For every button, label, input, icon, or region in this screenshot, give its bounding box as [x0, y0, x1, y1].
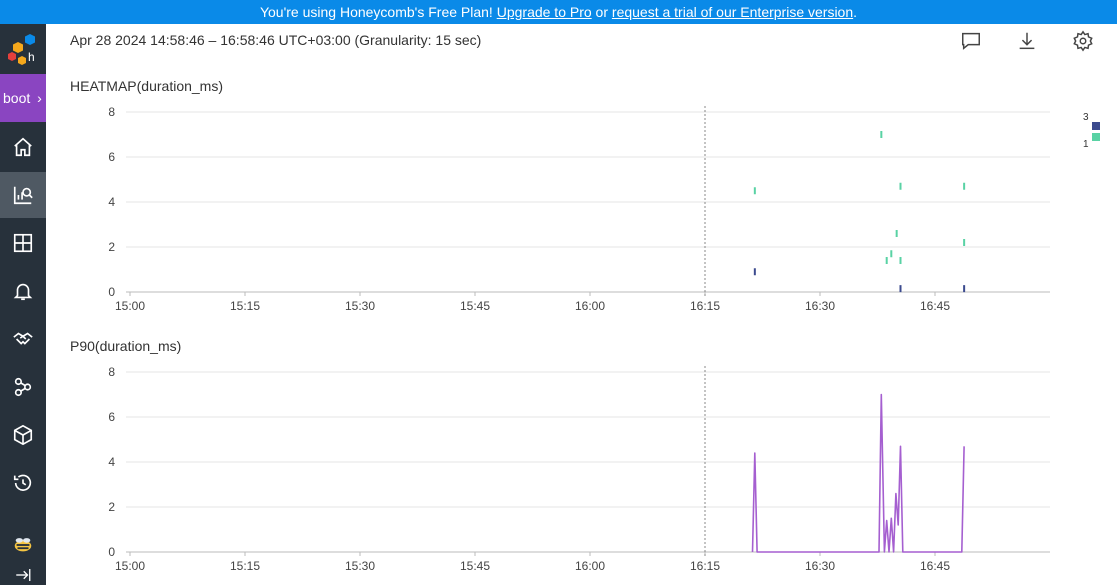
- heatmap-cell: [753, 268, 756, 276]
- legend-swatch-high: [1092, 122, 1100, 130]
- nav-history[interactable]: [0, 460, 46, 506]
- heatmap-cell: [890, 250, 893, 258]
- home-icon: [14, 137, 32, 157]
- comment-icon[interactable]: [960, 30, 982, 52]
- legend-max-label: 3: [1083, 112, 1089, 123]
- honeycomb-logo[interactable]: h: [0, 24, 46, 74]
- p90-chart-title: P90(duration_ms): [70, 338, 182, 354]
- heatmap-cell: [899, 285, 902, 293]
- heatmap-plot[interactable]: 0 2 4 6 8 15:00 15:15 15:30 15:45 16:00 16:15 16:30…: [100, 104, 1060, 314]
- heatmap-cell: [963, 239, 966, 246]
- banner-text-suffix: .: [853, 4, 858, 20]
- x-tick-label: 15:00: [115, 559, 145, 573]
- heatmap-legend: 3 1: [1080, 112, 1110, 152]
- y-tick-label: 2: [108, 500, 115, 514]
- x-tick-label: 15:00: [115, 299, 145, 313]
- x-tick-label: 16:30: [805, 559, 835, 573]
- heatmap-chart[interactable]: 0 2 4 6 8 15:00 15:15 15:30 15:45 16:00 16:15 16:30…: [100, 104, 1060, 314]
- environment-selector[interactable]: boot ›: [0, 74, 46, 122]
- x-tick-label: 15:15: [230, 559, 260, 573]
- collapse-sidebar[interactable]: [0, 564, 46, 585]
- settings-gear-icon[interactable]: [1072, 30, 1094, 52]
- x-tick-label: 16:30: [805, 299, 835, 313]
- p90-series-line: [751, 393, 965, 553]
- download-icon[interactable]: [1016, 30, 1038, 52]
- upgrade-link[interactable]: Upgrade to Pro: [496, 4, 592, 20]
- nav-home[interactable]: [0, 124, 46, 170]
- x-tick-label: 15:30: [345, 299, 375, 313]
- boards-icon: [13, 233, 33, 253]
- p90-chart[interactable]: 0 2 4 6 8 15:00 15:15 15:30 15:45 16:00 16:15 16:30…: [100, 364, 1060, 574]
- y-tick-label: 6: [108, 410, 115, 424]
- nav-boards[interactable]: [0, 220, 46, 266]
- service-map-icon: [14, 377, 32, 397]
- query-icon: [13, 186, 33, 205]
- x-tick-label: 16:45: [920, 559, 950, 573]
- bee-avatar-icon: [14, 538, 32, 552]
- x-tick-label: 16:15: [690, 559, 720, 573]
- history-icon: [13, 474, 32, 491]
- nav-profile[interactable]: [0, 522, 46, 568]
- chevron-right-icon: ›: [37, 90, 42, 106]
- nav-query[interactable]: [0, 172, 46, 218]
- x-tick-label: 16:00: [575, 559, 605, 573]
- datasets-cube-icon: [13, 424, 33, 446]
- heatmap-cell: [963, 285, 966, 293]
- x-tick-label: 15:15: [230, 299, 260, 313]
- y-tick-label: 4: [108, 195, 115, 209]
- time-range-label[interactable]: Apr 28 2024 14:58:46 – 16:58:46 UTC+03:0…: [70, 32, 482, 48]
- sidebar: h boot ›: [0, 24, 46, 585]
- banner-text-middle: or: [591, 4, 612, 20]
- x-tick-label: 15:45: [460, 559, 490, 573]
- heatmap-cell: [885, 257, 888, 264]
- handshake-icon: [13, 332, 33, 345]
- y-tick-label: 0: [108, 285, 115, 299]
- heatmap-chart-title: HEATMAP(duration_ms): [70, 78, 224, 94]
- y-tick-label: 4: [108, 455, 115, 469]
- legend-min-label: 1: [1083, 139, 1089, 150]
- legend-swatch-low: [1092, 133, 1100, 141]
- svg-text:h: h: [28, 50, 35, 64]
- x-tick-label: 16:00: [575, 299, 605, 313]
- nav-triggers[interactable]: [0, 268, 46, 314]
- triggers-bell-icon: [13, 283, 33, 301]
- nav-datasets[interactable]: [0, 412, 46, 458]
- nav-service-map[interactable]: [0, 364, 46, 410]
- p90-plot[interactable]: 0 2 4 6 8 15:00 15:15 15:30 15:45 16:00 16:15 16:30…: [100, 364, 1060, 574]
- heatmap-cell: [963, 182, 966, 190]
- x-tick-label: 16:45: [920, 299, 950, 313]
- y-tick-label: 8: [108, 365, 115, 379]
- heatmap-cell: [880, 131, 883, 138]
- heatmap-cell: [753, 187, 756, 195]
- x-tick-label: 16:15: [690, 299, 720, 313]
- enterprise-trial-link[interactable]: request a trial of our Enterprise versio…: [611, 4, 854, 20]
- x-tick-label: 15:45: [460, 299, 490, 313]
- environment-name: boot: [3, 90, 31, 106]
- collapse-arrow-icon: [16, 568, 31, 581]
- y-tick-label: 0: [108, 545, 115, 559]
- heatmap-cell: [895, 230, 898, 237]
- nav-slos[interactable]: [0, 316, 46, 362]
- y-tick-label: 2: [108, 240, 115, 254]
- y-tick-label: 6: [108, 150, 115, 164]
- heatmap-cell: [899, 182, 902, 190]
- heatmap-cell: [899, 257, 902, 264]
- banner-text: You're using Honeycomb's Free Plan!: [259, 4, 497, 20]
- plan-banner: You're using Honeycomb's Free Plan! Upgr…: [0, 0, 1117, 24]
- y-tick-label: 8: [108, 105, 115, 119]
- x-tick-label: 15:30: [345, 559, 375, 573]
